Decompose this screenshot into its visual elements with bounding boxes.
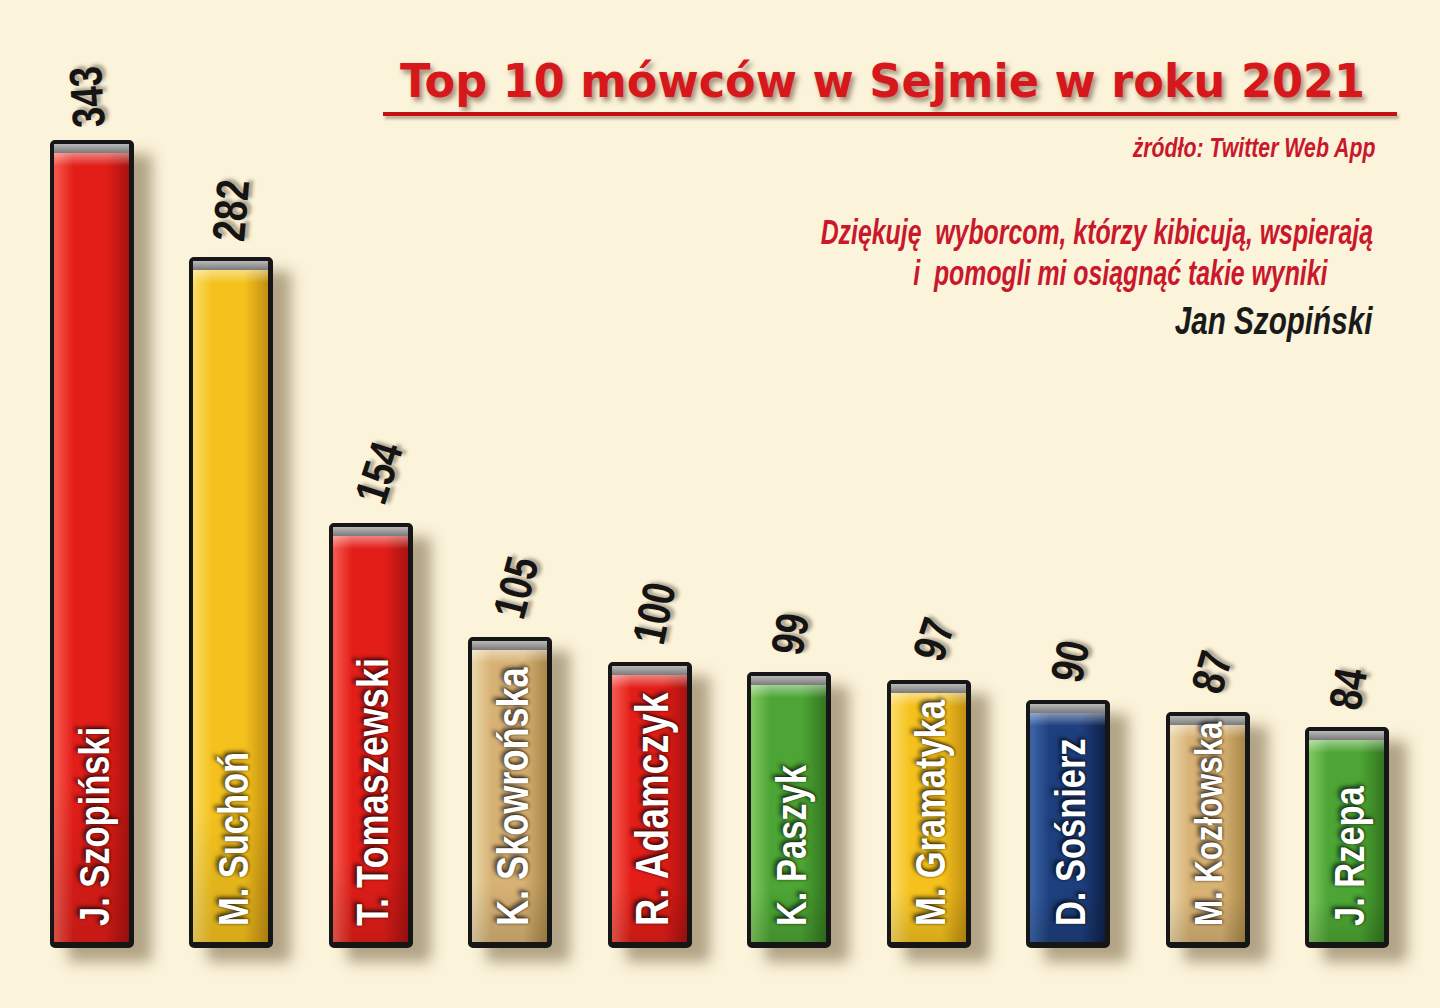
bar-top-cap xyxy=(1309,731,1384,740)
bar-name-label: D. Sośnierz xyxy=(1049,738,1091,926)
bar-top-cap xyxy=(54,144,129,153)
bar: D. Sośnierz xyxy=(1026,700,1110,948)
bar-gloss xyxy=(1309,740,1384,753)
bar: T. Tomaszewski xyxy=(329,523,413,948)
bar: M. Gramatyka xyxy=(887,680,971,948)
bar-gloss xyxy=(193,270,268,283)
bar-gloss xyxy=(333,536,408,549)
bar: R. Adamczyk xyxy=(608,662,692,948)
bar-value-label: 90 xyxy=(1043,636,1097,686)
bar-top-cap xyxy=(1030,704,1105,713)
bar-value-label: 84 xyxy=(1322,665,1374,713)
bar-gloss xyxy=(1030,713,1105,726)
bar-top-cap xyxy=(333,527,408,536)
bar-value-label: 87 xyxy=(1183,646,1239,698)
bar-value-label: 154 xyxy=(347,436,410,509)
bar: K. Skowrońska xyxy=(468,637,552,948)
infographic-page: Top 10 mówców w Sejmie w roku 2021 żródł… xyxy=(0,0,1440,1008)
bar-name-label: M. Kozłowska xyxy=(1190,722,1228,926)
bar: J. Szopiński xyxy=(50,140,134,948)
bar-value-label: 97 xyxy=(905,613,961,666)
bar-gloss xyxy=(612,675,687,688)
bar-name-label: J. Rzepa xyxy=(1328,786,1370,926)
bar-gloss xyxy=(54,153,129,166)
bar-value-label: 343 xyxy=(62,65,112,129)
bar-value-label: 105 xyxy=(486,552,546,623)
bar-top-cap xyxy=(891,684,966,693)
bar-gloss xyxy=(751,685,826,698)
bar: M. Kozłowska xyxy=(1166,712,1250,948)
bar-top-cap xyxy=(612,666,687,675)
bar-name-label: J. Szopiński xyxy=(73,727,115,926)
bar-value-label: 282 xyxy=(206,178,257,243)
bar-name-label: M. Suchoń xyxy=(212,752,254,926)
bar-name-label: T. Tomaszewski xyxy=(351,658,395,926)
bar: J. Rzepa xyxy=(1305,727,1389,948)
bar-name-label: M. Gramatyka xyxy=(910,700,952,926)
bar-gloss xyxy=(472,650,547,663)
bar: K. Paszyk xyxy=(747,672,831,948)
bar-chart: 343 J. Szopiński 282 M. Suchoń 154 T. Tomasze… xyxy=(0,0,1440,1008)
bar-name-label: K. Skowrońska xyxy=(490,667,534,926)
bar: M. Suchoń xyxy=(189,257,273,948)
bar-top-cap xyxy=(193,261,268,270)
bar-value-label: 99 xyxy=(764,610,816,658)
bar-value-label: 100 xyxy=(625,578,683,648)
bar-top-cap xyxy=(751,676,826,685)
bar-name-label: K. Paszyk xyxy=(770,765,812,926)
bar-name-label: R. Adamczyk xyxy=(629,693,675,926)
bar-top-cap xyxy=(472,641,547,650)
